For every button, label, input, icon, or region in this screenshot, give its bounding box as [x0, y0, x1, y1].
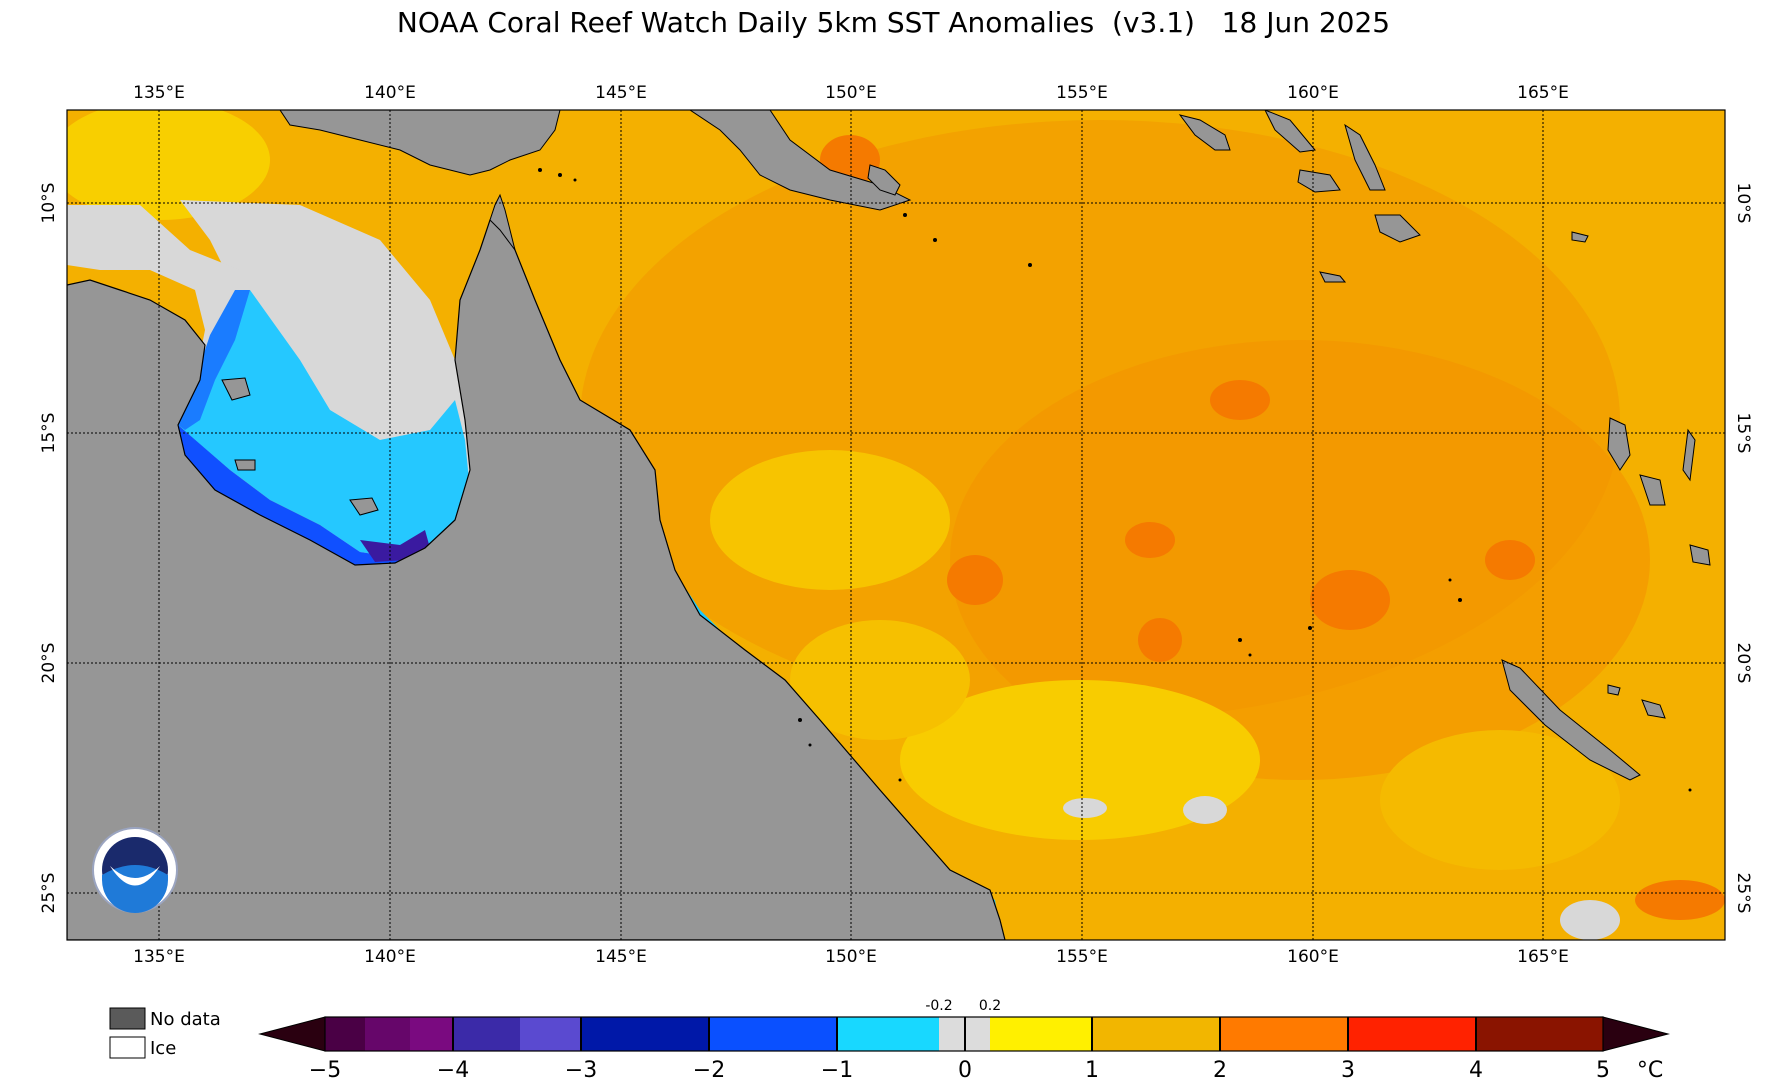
no-data-label: No data	[150, 1009, 221, 1030]
neutral-patch	[1560, 900, 1620, 940]
lon-label: 140°E	[364, 947, 416, 967]
island	[1607, 684, 1621, 696]
island	[1571, 231, 1589, 243]
island	[234, 459, 256, 471]
island	[1689, 544, 1711, 566]
colorbar-small-label: 0.2	[979, 998, 1001, 1014]
island	[867, 164, 901, 196]
colorbar-tick: 1	[1085, 1058, 1099, 1083]
lat-label: 15°S	[1733, 413, 1753, 454]
new-guinea-landmass	[279, 110, 561, 176]
colorbar-tick: −2	[693, 1058, 725, 1083]
lon-label: 155°E	[1056, 947, 1108, 967]
lon-label: 150°E	[825, 947, 877, 967]
reef-markers	[538, 168, 1692, 792]
colorbar-ticks: −5 −4 −3 −2 −1 0 1 2 3 4 5	[309, 1058, 1610, 1083]
island	[1641, 699, 1666, 719]
hot-spot	[1125, 522, 1175, 558]
hot-spot	[1635, 880, 1725, 920]
lon-label: 145°E	[595, 947, 647, 967]
colorbar-tick: 2	[1213, 1058, 1227, 1083]
island	[1607, 417, 1631, 471]
ice-swatch	[109, 1036, 146, 1059]
hot-spot	[1485, 540, 1535, 580]
lat-label: 25°S	[39, 873, 59, 914]
cold-anomaly-region	[178, 290, 250, 430]
hot-spot	[1210, 380, 1270, 420]
colorbar-tick: 5	[1596, 1058, 1610, 1083]
island	[1178, 114, 1231, 151]
island	[349, 497, 379, 516]
lon-label: 135°E	[133, 947, 185, 967]
lon-label: 165°E	[1517, 83, 1569, 103]
warm-anomaly-region	[950, 340, 1650, 780]
lon-label: 160°E	[1287, 947, 1339, 967]
island	[1682, 428, 1696, 482]
data-legend: No data Ice	[109, 1007, 221, 1059]
longitude-labels-bottom: 135°E 140°E 145°E 150°E 155°E 160°E 165°…	[133, 947, 1569, 967]
lat-label: 15°S	[39, 413, 59, 454]
map-frame	[66, 109, 1726, 941]
colorbar-tick: 4	[1469, 1058, 1483, 1083]
mild-anomaly-region	[790, 620, 970, 740]
colorbar-tick: 3	[1341, 1058, 1355, 1083]
mild-anomaly-region	[1380, 730, 1620, 870]
hot-spot	[1310, 570, 1390, 630]
latitude-labels-right: 10°S 15°S 20°S 25°S	[1733, 183, 1753, 914]
hot-spot	[1138, 618, 1182, 662]
longitude-labels-top: 135°E 140°E 145°E 150°E 155°E 160°E 165°…	[133, 83, 1569, 103]
lat-label: 20°S	[39, 643, 59, 684]
cold-anomaly-region	[178, 290, 470, 558]
colorbar-tick: 0	[958, 1058, 972, 1083]
cape-york	[489, 193, 516, 251]
new-caledonia-island	[1501, 659, 1641, 781]
lon-label: 145°E	[595, 83, 647, 103]
colorbar-unit: °C	[1637, 1058, 1663, 1083]
island	[1374, 214, 1421, 243]
lon-label: 140°E	[364, 83, 416, 103]
mild-anomaly-region	[710, 450, 950, 590]
map-area	[67, 110, 1725, 940]
lon-label: 160°E	[1287, 83, 1339, 103]
island	[1297, 169, 1341, 193]
colorbar-tick: −1	[821, 1058, 853, 1083]
neutral-patch	[1063, 798, 1107, 818]
lon-label: 155°E	[1056, 83, 1108, 103]
graticule	[67, 110, 1725, 940]
map-title: NOAA Coral Reef Watch Daily 5km SST Anom…	[396, 6, 1391, 39]
lat-label: 20°S	[1733, 643, 1753, 684]
lon-label: 135°E	[133, 83, 185, 103]
lon-label: 165°E	[1517, 947, 1569, 967]
colorbar-tick: −3	[565, 1058, 597, 1083]
mild-anomaly-region	[900, 680, 1260, 840]
colorbar: -0.2 0.2 −5 −4 −3 −2 −1 0 1 2 3 4 5 °C	[258, 998, 1670, 1083]
lat-label: 10°S	[1733, 183, 1753, 224]
island	[1639, 474, 1666, 506]
ice-label: Ice	[150, 1038, 176, 1059]
lat-label: 25°S	[1733, 873, 1753, 914]
neutral-patch	[1183, 796, 1227, 824]
latitude-labels-left: 10°S 15°S 20°S 25°S	[39, 183, 59, 914]
no-data-swatch	[109, 1007, 146, 1030]
noaa-logo	[92, 827, 178, 913]
hot-spot	[947, 555, 1003, 605]
island	[221, 377, 251, 401]
colorbar-small-label: -0.2	[925, 998, 952, 1014]
colorbar-max-arrow	[1602, 1016, 1670, 1052]
island	[1319, 271, 1347, 283]
lon-label: 150°E	[825, 83, 877, 103]
papua-landmass	[689, 110, 912, 211]
colorbar-min-arrow	[258, 1016, 326, 1052]
colorbar-tick: −5	[309, 1058, 341, 1083]
mild-anomaly-region	[67, 110, 270, 220]
island	[1264, 110, 1316, 153]
lat-label: 10°S	[39, 183, 59, 224]
colorbar-tick: −4	[437, 1058, 469, 1083]
island	[1344, 123, 1386, 191]
